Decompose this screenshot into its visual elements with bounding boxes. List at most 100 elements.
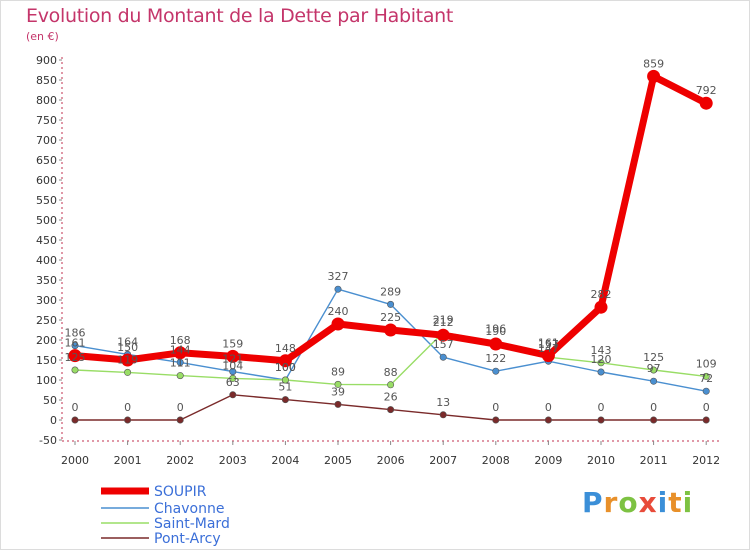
data-label-chavonne: 100	[275, 361, 296, 374]
y-tick-label: 0	[50, 414, 57, 427]
data-point-soupir	[173, 346, 187, 360]
y-tick-label: 50	[43, 394, 57, 407]
data-point-pont-arcy	[229, 391, 237, 399]
data-point-pont-arcy	[334, 400, 342, 408]
data-label-saint-mard: 111	[170, 357, 191, 370]
y-tick-label: 500	[36, 214, 57, 227]
data-point-chavonne	[702, 387, 710, 395]
data-point-soupir	[384, 323, 398, 337]
y-tick-label: -50	[39, 434, 57, 447]
data-label-saint-mard: 89	[331, 365, 345, 378]
data-label-pont-arcy: 0	[492, 401, 499, 414]
data-label-chavonne: 164	[117, 335, 138, 348]
data-label-chavonne: 121	[222, 353, 243, 366]
data-point-soupir	[699, 96, 713, 110]
data-label-chavonne: 186	[65, 327, 86, 340]
data-label-pont-arcy: 0	[177, 401, 184, 414]
data-point-pont-arcy	[387, 406, 395, 414]
y-tick-label: 200	[36, 334, 57, 347]
data-point-chavonne	[71, 342, 79, 350]
x-tick-label: 2004	[271, 454, 299, 467]
y-tick-label: 850	[36, 74, 57, 87]
data-label-pont-arcy: 0	[124, 401, 131, 414]
data-point-pont-arcy	[176, 416, 184, 424]
data-label-chavonne: 72	[699, 372, 713, 385]
data-label-pont-arcy: 0	[545, 401, 552, 414]
data-label-soupir: 168	[170, 334, 191, 347]
data-point-soupir	[278, 354, 292, 368]
data-label-saint-mard: 88	[384, 366, 398, 379]
data-point-pont-arcy	[597, 416, 605, 424]
y-tick-label: 150	[36, 354, 57, 367]
data-label-soupir: 212	[433, 316, 454, 329]
data-point-soupir	[226, 349, 240, 363]
y-tick-label: 750	[36, 114, 57, 127]
data-point-chavonne	[334, 285, 342, 293]
data-label-soupir: 225	[380, 311, 401, 324]
series-layer	[68, 69, 713, 424]
data-label-soupir: 240	[328, 305, 349, 318]
x-tick-label: 2002	[166, 454, 194, 467]
x-tick-label: 2008	[482, 454, 510, 467]
y-tick-label: 700	[36, 134, 57, 147]
logo-letter: P	[582, 486, 604, 519]
data-point-pont-arcy	[702, 416, 710, 424]
data-point-saint-mard	[702, 372, 710, 380]
data-label-soupir: 161	[538, 337, 559, 350]
data-label-pont-arcy: 51	[278, 381, 292, 394]
logo-letter: t	[668, 486, 683, 519]
x-tick-label: 2006	[377, 454, 405, 467]
data-label-saint-mard: 219	[433, 313, 454, 326]
y-tick-label: 300	[36, 294, 57, 307]
chart-title: Evolution du Montant de la Dette par Hab…	[26, 5, 454, 27]
data-label-chavonne: 97	[647, 362, 661, 375]
y-tick-label: 800	[36, 94, 57, 107]
y-tick-label: 350	[36, 274, 57, 287]
data-point-soupir	[436, 328, 450, 342]
data-point-pont-arcy	[439, 411, 447, 419]
data-point-pont-arcy	[650, 416, 658, 424]
x-tick-label: 2001	[114, 454, 142, 467]
data-point-saint-mard	[334, 380, 342, 388]
logo-letter: r	[603, 486, 619, 519]
data-label-saint-mard: 104	[222, 359, 243, 372]
logo-letter: i	[682, 486, 694, 519]
data-label-chavonne: 289	[380, 285, 401, 298]
data-point-pont-arcy	[492, 416, 500, 424]
data-point-saint-mard	[124, 368, 132, 376]
data-label-chavonne: 327	[328, 270, 349, 283]
data-label-soupir: 859	[643, 57, 664, 70]
x-tick-label: 2011	[640, 454, 668, 467]
legend-label-pont-arcy: Pont-Arcy	[154, 531, 221, 547]
data-label-saint-mard: 100	[275, 361, 296, 374]
data-label-saint-mard: 125	[65, 351, 86, 364]
data-point-chavonne	[229, 368, 237, 376]
legend-label-saint-mard: Saint-Mard	[154, 516, 230, 532]
data-label-soupir: 148	[275, 342, 296, 355]
data-label-saint-mard: 143	[591, 344, 612, 357]
data-label-chavonne: 144	[170, 343, 191, 356]
data-label-soupir: 159	[222, 337, 243, 350]
data-label-saint-mard: 125	[643, 351, 664, 364]
data-point-soupir	[594, 300, 608, 314]
x-tick-label: 2000	[61, 454, 89, 467]
data-label-soupir: 150	[117, 341, 138, 354]
data-point-soupir	[647, 69, 661, 83]
data-label-soupir: 282	[591, 288, 612, 301]
x-tick-label: 2007	[429, 454, 457, 467]
data-point-soupir	[541, 349, 555, 363]
data-label-chavonne: 147	[538, 342, 559, 355]
data-point-saint-mard	[176, 372, 184, 380]
legend-label-chavonne: Chavonne	[154, 501, 224, 517]
data-label-pont-arcy: 13	[436, 396, 450, 409]
data-label-pont-arcy: 26	[384, 391, 398, 404]
y-tick-label: 400	[36, 254, 57, 267]
logo-letter: x	[638, 486, 658, 519]
y-tick-label: 900	[36, 54, 57, 67]
data-point-soupir	[489, 337, 503, 351]
data-label-pont-arcy: 0	[650, 401, 657, 414]
data-point-saint-mard	[281, 376, 289, 384]
